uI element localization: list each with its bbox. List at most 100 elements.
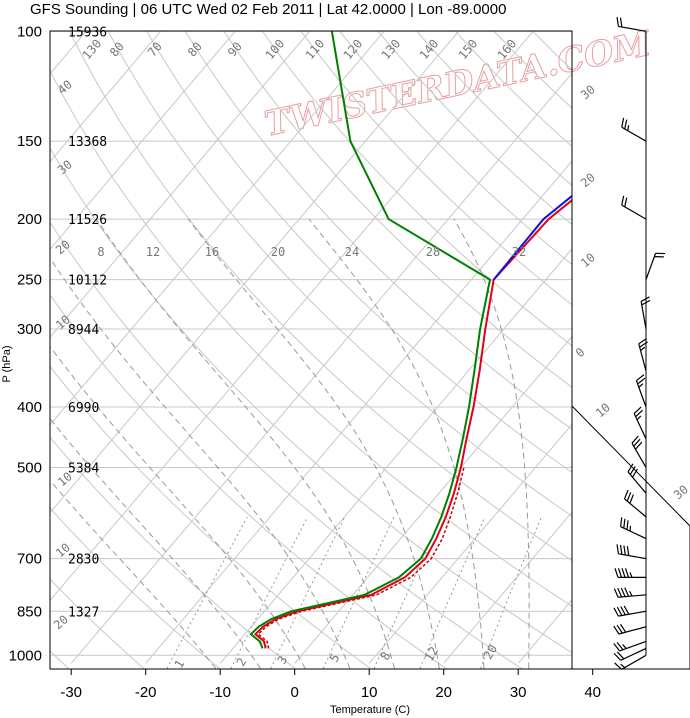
isotherm-line: [294, 335, 572, 664]
wind-barb-feather: [638, 338, 648, 345]
moist-adiabat-line: [50, 417, 261, 669]
wind-barb: [613, 647, 647, 661]
wind-barb-staff: [627, 471, 647, 494]
wind-barb-feather: [631, 435, 639, 444]
wind-barb-half-feather: [629, 590, 633, 597]
height-label: 6990: [68, 401, 99, 416]
wind-barb-feather: [620, 517, 623, 527]
wind-barb-feather: [613, 625, 620, 635]
height-label: 1327: [68, 605, 99, 620]
dry-adiabat-line: [50, 147, 572, 654]
wind-barb-staff: [635, 380, 647, 408]
dry-adiabat-line: [50, 507, 220, 669]
dry-adiabat-line: [50, 294, 447, 669]
wind-barb: [638, 338, 648, 371]
pressure-tick-label: 850: [17, 603, 42, 620]
height-label: 2830: [68, 553, 99, 568]
wind-barb: [616, 16, 647, 32]
mixing-ratio-label: 32: [512, 245, 526, 259]
wind-barb-feather: [633, 438, 641, 447]
wind-barb-feather: [626, 520, 629, 530]
sounding-virtual_temp-line: [257, 467, 465, 649]
wind-barb-feather: [616, 641, 624, 651]
isotherm-line: [667, 31, 690, 663]
dry-adiabat-line: [377, 31, 572, 226]
wind-barb-staff: [631, 442, 647, 468]
wind-barb-feather: [616, 544, 620, 554]
dry-adiabat-line: [262, 31, 572, 347]
dry-adiabat-line: [184, 31, 572, 431]
moist-adiabat-line: [95, 218, 396, 669]
wind-barb: [616, 544, 647, 560]
wind-barb-staff: [618, 553, 647, 560]
wind-barb-staff: [645, 253, 657, 280]
wind-barb-staff: [624, 498, 647, 518]
height-label: 11526: [68, 213, 107, 228]
mixing-ratio-line: [480, 516, 542, 669]
wind-barb-feather: [640, 296, 650, 302]
x-tick-label: 20: [435, 684, 452, 701]
mixing-ratio-lower-label: 8: [378, 649, 394, 662]
sounding-dewpoint-line: [249, 31, 492, 649]
isotherm-line: [219, 248, 572, 664]
dry-adiabat-line: [50, 578, 145, 669]
wind-barb-staff: [638, 343, 647, 371]
wind-barb-feather: [627, 463, 634, 473]
isotherm-line: [145, 160, 572, 664]
x-tick-label: 0: [291, 684, 299, 701]
wind-barb: [645, 252, 666, 280]
wind-barb-feather: [619, 544, 623, 555]
temperature-axis-labels: -30 -20 -10 0 10 20 30 40: [60, 669, 601, 701]
moist-adiabat-line: [50, 479, 217, 669]
wind-barb: [633, 406, 647, 440]
mixing-ratio-line: [322, 516, 395, 669]
wind-barb-panel: [613, 16, 666, 670]
wind-barb-feather: [624, 197, 628, 208]
wind-barb-half-feather: [629, 572, 633, 578]
dry-adiabat-label: 20: [578, 170, 598, 190]
wind-barb-half-feather: [640, 346, 646, 351]
moist-adiabat-line: [453, 218, 530, 669]
wind-barb-feather: [626, 546, 630, 556]
sounding-curves: [249, 31, 572, 649]
dry-adiabat-line: [50, 221, 522, 669]
height-label: 10112: [68, 274, 107, 289]
pressure-tick-label: 1000: [9, 647, 42, 664]
dry-adiabat-label: 30: [578, 82, 598, 102]
dry-adiabat-line: [532, 31, 572, 71]
wind-barb-feather: [616, 16, 620, 27]
dry-adiabat-label: 0: [573, 345, 588, 360]
isotherm-line: [50, 31, 534, 602]
isotherm-line: [50, 31, 459, 514]
dry-adiabat-label: 140: [417, 37, 442, 63]
pressure-tick-label: 100: [17, 23, 42, 40]
sounding-temperature-line: [253, 198, 572, 649]
wind-barb: [623, 489, 647, 518]
isotherm-line: [368, 423, 572, 664]
wind-barb-staff: [618, 25, 647, 32]
wind-barb: [640, 296, 651, 330]
x-tick-label: 40: [584, 684, 601, 701]
wind-barb-feather: [616, 651, 625, 660]
dry-adiabat-labels: 130 80 70 80 90 100 110 120 130 140 150 16030201001…: [51, 37, 690, 633]
mixing-ratio-label: 28: [426, 245, 440, 259]
wind-barb-half-feather: [636, 415, 642, 421]
dry-adiabat-line: [416, 31, 572, 187]
isotherm-line: [50, 31, 236, 251]
wind-barb-half-feather: [620, 663, 626, 669]
wind-barb-staff: [618, 610, 647, 617]
wind-barb: [614, 568, 646, 578]
dry-adiabat-label: 40: [55, 77, 75, 97]
height-label: 13368: [68, 135, 107, 150]
mixing-ratio-label: 20: [271, 245, 285, 259]
wind-barb: [613, 640, 647, 652]
wind-barb-staff: [620, 526, 647, 540]
dry-adiabat-label: 110: [303, 37, 328, 63]
isotherm-line: [50, 31, 310, 338]
pressure-tick-label: 400: [17, 399, 42, 416]
x-tick-label: -10: [209, 684, 231, 701]
wind-barb: [614, 654, 647, 670]
wind-barb-feather: [635, 409, 643, 418]
wind-barb: [613, 587, 647, 598]
dry-adiabat-line: [146, 31, 572, 473]
